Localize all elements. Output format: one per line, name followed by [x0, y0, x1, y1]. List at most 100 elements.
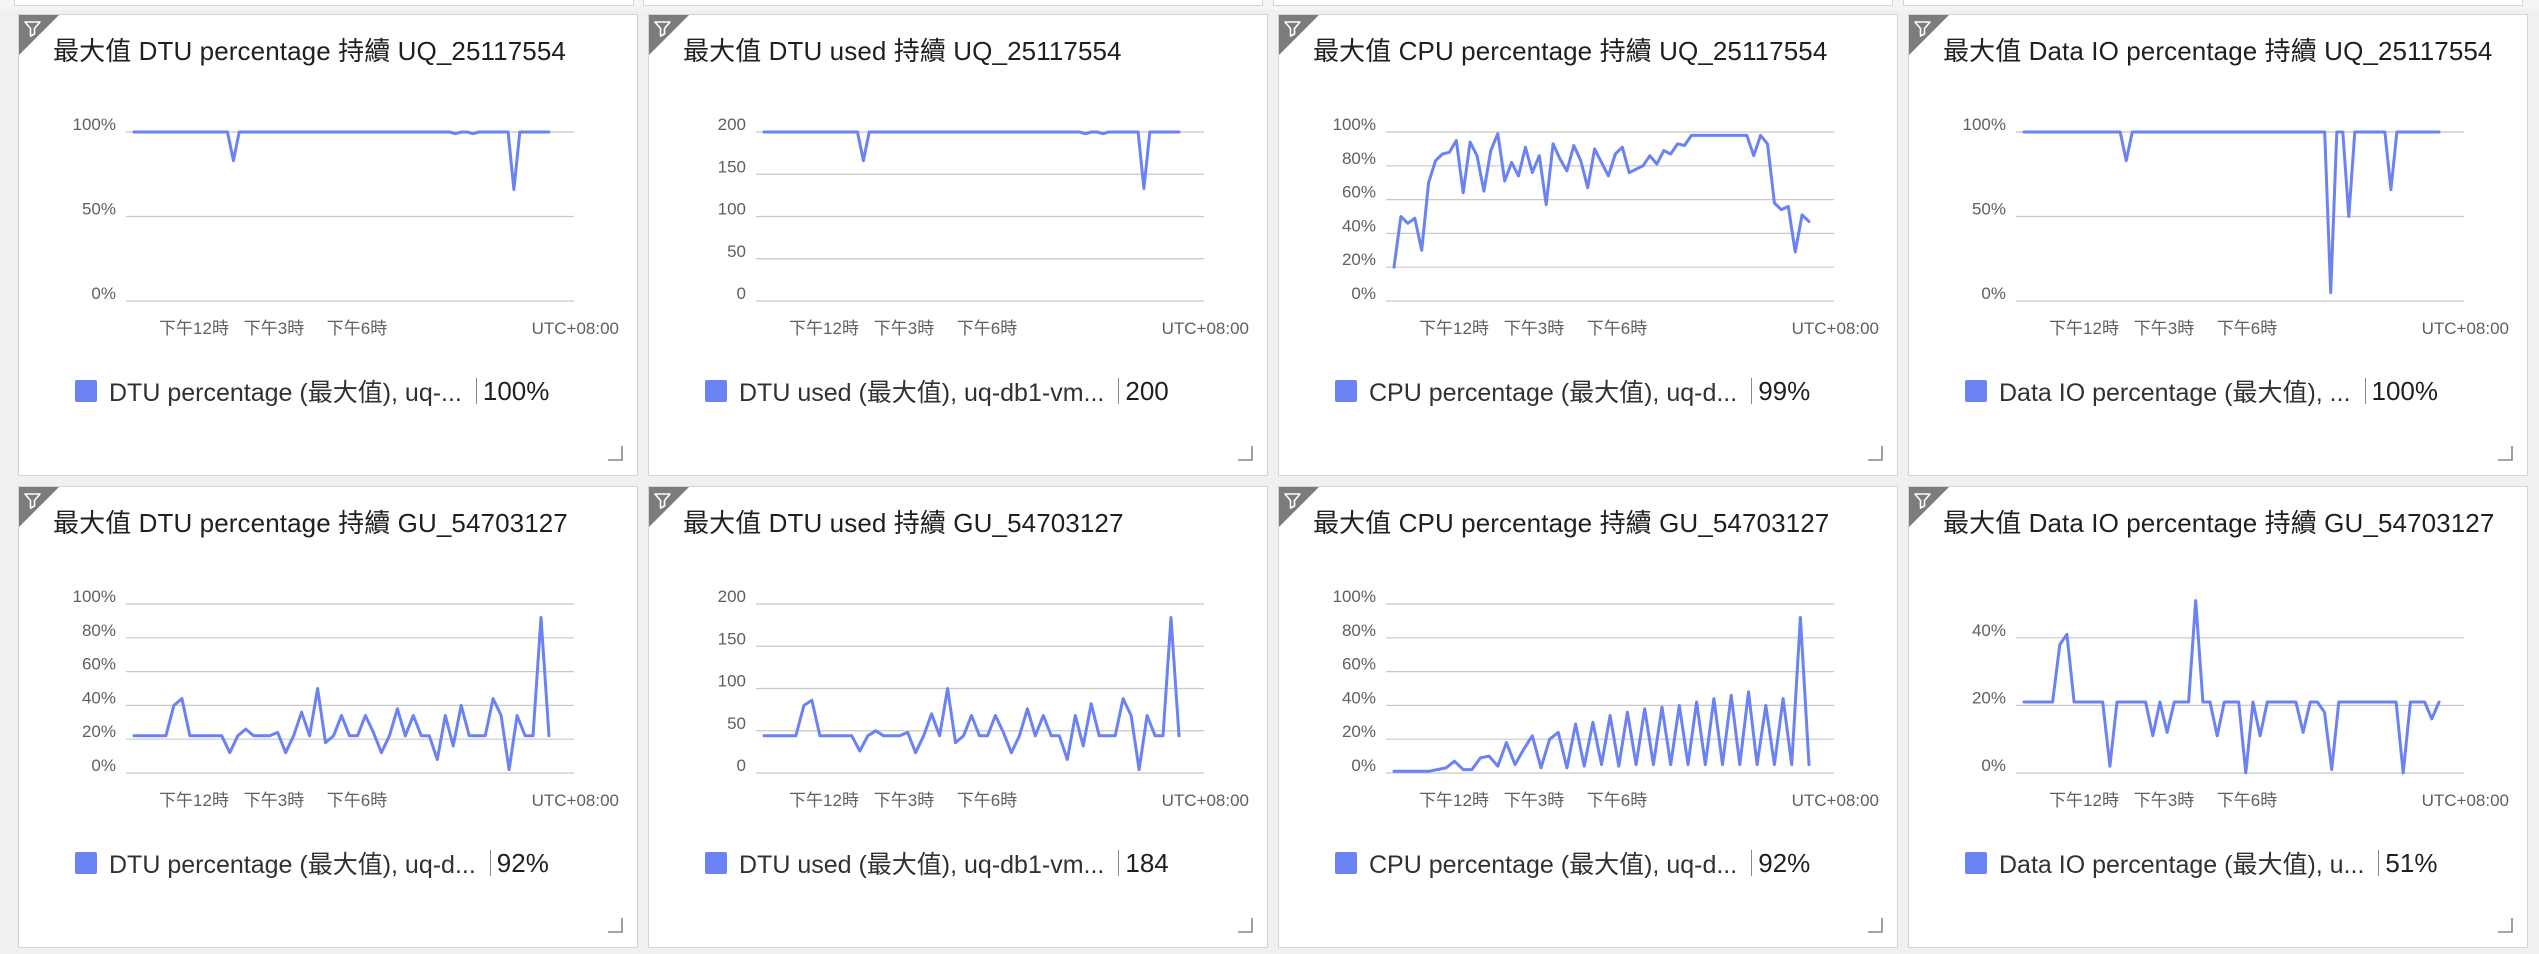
y-tick-label: 0%	[1351, 284, 1376, 303]
x-tick-label: 下午3時	[244, 319, 304, 338]
legend-value: 200	[1125, 375, 1169, 406]
filter-icon[interactable]	[1909, 487, 1949, 527]
legend-swatch	[705, 380, 727, 402]
timezone-label: UTC+08:00	[1162, 319, 1249, 338]
filter-icon[interactable]	[649, 487, 689, 527]
line-chart: 0% 50% 100% 下午12時 下午3時 下午6時 UTC+08:00	[73, 115, 619, 338]
y-tick-label: 20%	[1972, 688, 2006, 707]
legend-label: CPU percentage (最大值), uq-d...	[1369, 379, 1738, 407]
legend-swatch	[1965, 380, 1987, 402]
y-tick-label: 50%	[82, 200, 116, 219]
chart-tile[interactable]: 最大值 DTU percentage 持續 UQ_25117554 0% 50% 10…	[18, 14, 638, 476]
chart-tile[interactable]: 最大值 DTU used 持續 UQ_25117554 0 50 100 150 200 下…	[648, 14, 1268, 476]
y-tick-label: 0%	[1981, 284, 2006, 303]
tile-title: 最大值 CPU percentage 持續 GU_54703127	[1313, 508, 1830, 538]
y-tick-label: 0	[737, 756, 746, 775]
timezone-label: UTC+08:00	[1792, 791, 1879, 810]
series-line[interactable]	[132, 130, 551, 191]
resize-handle-icon[interactable]	[607, 445, 623, 461]
resize-handle-icon[interactable]	[2497, 445, 2513, 461]
y-tick-label: 20%	[1342, 722, 1376, 741]
x-tick-label: 下午3時	[874, 791, 934, 810]
x-tick-label: 下午3時	[874, 319, 934, 338]
legend-swatch	[1335, 852, 1357, 874]
series-line[interactable]	[762, 616, 1181, 772]
resize-handle-icon[interactable]	[1237, 445, 1253, 461]
y-tick-label: 100%	[1963, 115, 2006, 134]
legend-separator	[1751, 850, 1753, 876]
legend-label: DTU percentage (最大值), uq-...	[109, 379, 462, 407]
chart-legend[interactable]: DTU used (最大值), uq-db1-vm... 200	[705, 371, 1169, 411]
legend-value: 100%	[482, 375, 550, 406]
line-chart: 0% 20% 40% 60% 80% 100% 下午12時 下午3時 下午6時 UTC+08:00	[1333, 115, 1879, 338]
x-tick-label: 下午6時	[2217, 319, 2277, 338]
legend-separator	[475, 378, 477, 404]
y-tick-label: 40%	[82, 688, 116, 707]
chart-legend[interactable]: DTU percentage (最大值), uq-d... 92%	[75, 843, 549, 883]
filter-icon[interactable]	[1279, 15, 1319, 55]
chart-tile[interactable]: 最大值 CPU percentage 持續 GU_54703127 0% 20% 40…	[1278, 486, 1898, 948]
filter-icon[interactable]	[19, 15, 59, 55]
y-tick-label: 150	[718, 629, 746, 648]
line-chart: 0% 20% 40% 60% 80% 100% 下午12時 下午3時 下午6時 UTC+08:00	[1333, 587, 1879, 810]
series-line[interactable]	[2022, 130, 2441, 295]
chart-tile[interactable]: 最大值 Data IO percentage 持續 UQ_25117554 0% 5…	[1908, 14, 2528, 476]
legend-swatch	[1335, 380, 1357, 402]
x-tick-label: 下午6時	[1587, 791, 1647, 810]
y-tick-label: 100	[718, 200, 746, 219]
scrolled-tiles-edge	[0, 0, 2539, 10]
x-tick-label: 下午3時	[2134, 791, 2194, 810]
x-tick-label: 下午6時	[327, 791, 387, 810]
x-tick-label: 下午6時	[327, 319, 387, 338]
resize-handle-icon[interactable]	[2497, 917, 2513, 933]
line-chart: 0 50 100 150 200 下午12時 下午3時 下午6時 UTC+08:00	[718, 587, 1249, 810]
chart-legend[interactable]: CPU percentage (最大值), uq-d... 92%	[1335, 843, 1810, 883]
legend-separator	[2364, 378, 2366, 404]
y-tick-label: 60%	[82, 655, 116, 674]
filter-icon[interactable]	[1279, 487, 1319, 527]
legend-value: 184	[1125, 847, 1169, 878]
legend-swatch	[705, 852, 727, 874]
filter-icon[interactable]	[649, 15, 689, 55]
timezone-label: UTC+08:00	[2422, 791, 2509, 810]
tile-edge	[14, 0, 634, 6]
chart-legend[interactable]: DTU percentage (最大值), uq-... 100%	[75, 371, 549, 411]
series-line[interactable]	[132, 616, 551, 772]
y-tick-label: 100%	[73, 587, 116, 606]
resize-handle-icon[interactable]	[1867, 917, 1883, 933]
y-tick-label: 40%	[1972, 621, 2006, 640]
tile-title: 最大值 Data IO percentage 持續 GU_54703127	[1943, 508, 2495, 538]
legend-label: Data IO percentage (最大值), u...	[1999, 851, 2365, 879]
x-tick-label: 下午12時	[1419, 791, 1489, 810]
y-tick-label: 0%	[1351, 756, 1376, 775]
chart-legend[interactable]: DTU used (最大值), uq-db1-vm... 184	[705, 843, 1169, 883]
chart-tile[interactable]: 最大值 DTU percentage 持續 GU_54703127 0% 20% 40…	[18, 486, 638, 948]
timezone-label: UTC+08:00	[532, 791, 619, 810]
y-tick-label: 100%	[1333, 587, 1376, 606]
x-tick-label: 下午3時	[1504, 319, 1564, 338]
chart-tile[interactable]: 最大值 CPU percentage 持續 UQ_25117554 0% 20% 40…	[1278, 14, 1898, 476]
series-line[interactable]	[1392, 616, 1811, 773]
resize-handle-icon[interactable]	[1237, 917, 1253, 933]
filter-icon[interactable]	[1909, 15, 1949, 55]
x-tick-label: 下午6時	[2217, 791, 2277, 810]
chart-tile[interactable]: 最大值 DTU used 持續 GU_54703127 0 50 100 150 200 下…	[648, 486, 1268, 948]
y-tick-label: 0	[737, 284, 746, 303]
series-line[interactable]	[1392, 132, 1811, 269]
y-tick-label: 60%	[1342, 183, 1376, 202]
chart-legend[interactable]: CPU percentage (最大值), uq-d... 99%	[1335, 371, 1810, 411]
legend-separator	[1118, 378, 1120, 404]
legend-value: 92%	[496, 847, 549, 878]
series-line[interactable]	[2022, 599, 2441, 775]
series-line[interactable]	[762, 130, 1181, 191]
legend-separator	[2378, 850, 2380, 876]
resize-handle-icon[interactable]	[1867, 445, 1883, 461]
chart-legend[interactable]: Data IO percentage (最大值), ... 100%	[1965, 371, 2438, 411]
chart-tile[interactable]: 最大值 Data IO percentage 持續 GU_54703127 0% 2…	[1908, 486, 2528, 948]
chart-legend[interactable]: Data IO percentage (最大值), u... 51%	[1965, 843, 2437, 883]
legend-swatch	[75, 380, 97, 402]
legend-swatch	[1965, 852, 1987, 874]
resize-handle-icon[interactable]	[607, 917, 623, 933]
filter-icon[interactable]	[19, 487, 59, 527]
legend-separator	[489, 850, 491, 876]
